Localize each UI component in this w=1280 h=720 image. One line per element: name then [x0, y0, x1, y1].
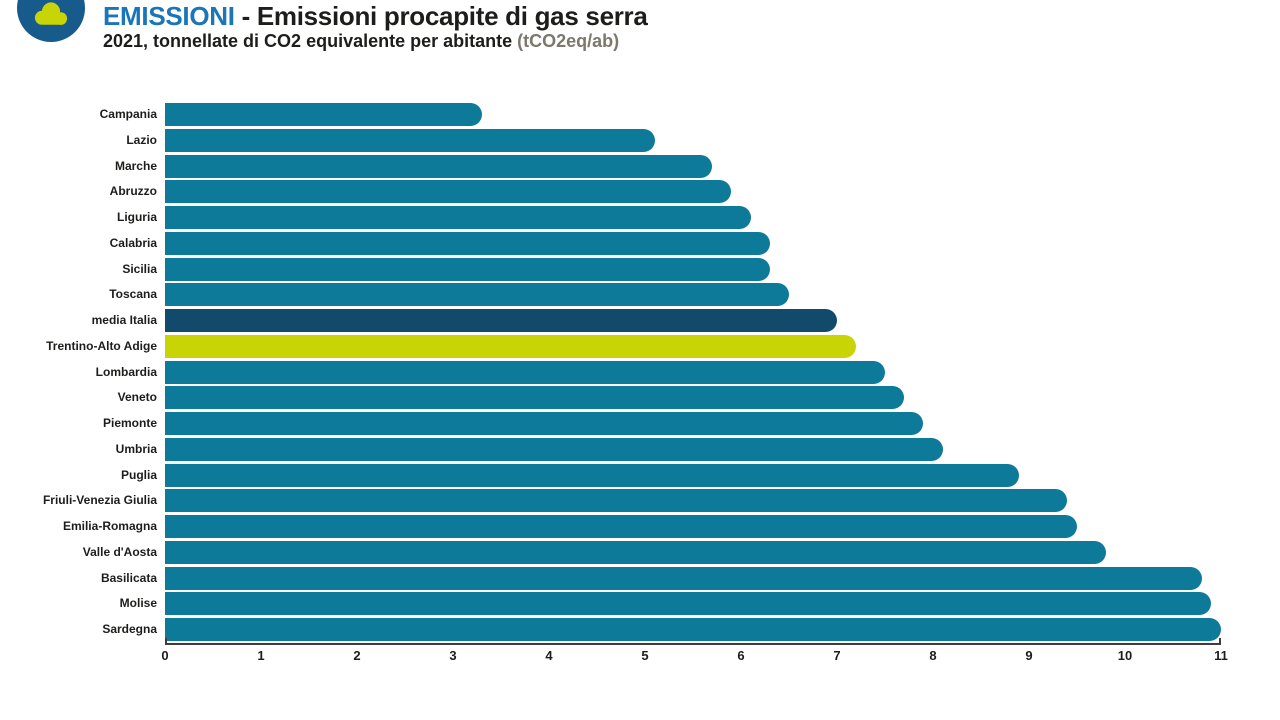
cloud-icon — [34, 1, 68, 25]
x-tick-label-7: 7 — [833, 648, 841, 663]
x-tick-label-3: 3 — [449, 648, 457, 663]
x-tick-label-5: 5 — [641, 648, 649, 663]
category-label-trentino-alto-adige: Trentino-Alto Adige — [46, 338, 157, 353]
x-tick-label-6: 6 — [737, 648, 745, 663]
x-tick-label-4: 4 — [545, 648, 553, 663]
category-label-sardegna: Sardegna — [102, 622, 157, 636]
category-label-campania: Campania — [99, 107, 157, 121]
x-tick-label-0: 0 — [161, 648, 169, 663]
bar-lazio — [165, 128, 655, 152]
category-label-abruzzo: Abruzzo — [109, 184, 157, 199]
category-label-media-italia: media Italia — [91, 313, 157, 327]
category-label-veneto: Veneto — [117, 390, 157, 405]
category-label-emilia-romagna: Emilia-Romagna — [62, 519, 157, 533]
bar-piemonte — [165, 412, 924, 435]
category-label-calabria: Calabria — [109, 235, 157, 250]
category-label-marche: Marche — [114, 158, 157, 173]
bar-sicilia — [165, 257, 770, 281]
x-axis-end-cap — [1219, 638, 1221, 645]
bar-media-italia — [165, 309, 837, 332]
subtitle-text: 2021, tonnellate di CO2 equivalente per … — [103, 31, 518, 51]
category-label-valle-d-aosta: Valle d'Aosta — [82, 544, 157, 559]
category-label-molise: Molise — [119, 596, 157, 611]
category-label-liguria: Liguria — [116, 210, 157, 224]
subtitle-unit: (tCO2eq/ab) — [517, 31, 620, 51]
bar-friuli-venezia-giulia — [165, 489, 1068, 513]
bar-puglia — [165, 463, 1020, 487]
title-accent: EMISSIONI — [103, 1, 235, 31]
category-label-basilicata: Basilicata — [100, 570, 157, 585]
bar-molise — [165, 592, 1212, 616]
category-label-umbria: Umbria — [115, 441, 157, 456]
x-tick-label-2: 2 — [353, 648, 361, 663]
category-label-piemonte: Piemonte — [102, 416, 157, 430]
chart-subtitle: 2021, tonnellate di CO2 equivalente per … — [103, 31, 619, 52]
category-label-toscana: Toscana — [109, 287, 157, 302]
category-label-lazio: Lazio — [126, 132, 157, 147]
x-axis-end-cap — [165, 638, 167, 645]
bar-lombardia — [165, 360, 885, 384]
bar-campania — [165, 103, 482, 126]
bar-emilia-romagna — [165, 515, 1077, 538]
bar-valle-d-aosta — [165, 540, 1106, 564]
category-label-puglia: Puglia — [120, 467, 157, 482]
bar-liguria — [165, 206, 751, 229]
bar-sardegna — [165, 618, 1221, 641]
bar-basilicata — [165, 566, 1202, 590]
x-axis-line — [165, 643, 1221, 645]
bar-umbria — [165, 437, 943, 461]
title-rest: - Emissioni procapite di gas serra — [234, 1, 648, 31]
x-tick-label-1: 1 — [257, 648, 265, 663]
x-tick-label-11: 11 — [1214, 648, 1228, 663]
bar-marche — [165, 154, 713, 178]
x-tick-label-9: 9 — [1025, 648, 1033, 663]
x-tick-label-10: 10 — [1117, 648, 1133, 663]
page-title: EMISSIONI - Emissioni procapite di gas s… — [103, 1, 648, 32]
bar-trentino-alto-adige — [165, 334, 857, 358]
category-label-sicilia: Sicilia — [122, 261, 157, 276]
bar-calabria — [165, 231, 770, 255]
category-label-lombardia: Lombardia — [95, 364, 157, 379]
x-tick-label-8: 8 — [929, 648, 937, 663]
bar-veneto — [165, 386, 905, 410]
category-label-friuli-venezia-giulia: Friuli-Venezia Giulia — [42, 493, 157, 508]
bar-abruzzo — [165, 180, 732, 204]
logo — [17, 0, 85, 42]
bar-toscana — [165, 283, 789, 307]
